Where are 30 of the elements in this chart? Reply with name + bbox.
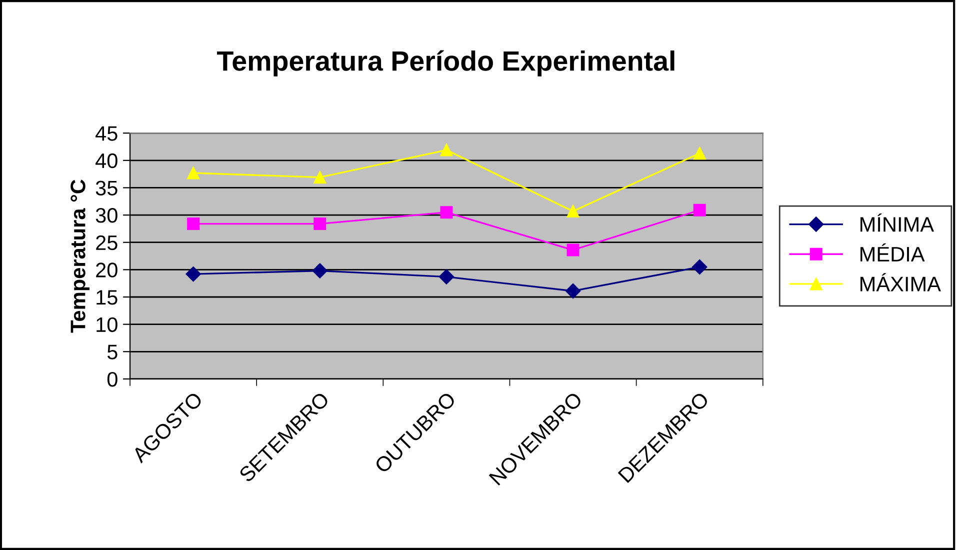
point — [186, 266, 201, 282]
point — [692, 259, 708, 275]
point — [693, 147, 706, 160]
point — [440, 206, 453, 219]
point — [314, 218, 326, 230]
y-tick-label: 35 — [96, 180, 118, 196]
legend-label: MÍNIMA — [860, 214, 934, 232]
chart-title: Temperatura Período Experimental — [217, 50, 674, 76]
point — [566, 204, 580, 218]
point — [438, 269, 454, 284]
point — [440, 144, 453, 156]
y-tick-label: 0 — [107, 372, 118, 387]
y-tick-label: 25 — [96, 235, 118, 250]
y-tick-label: 10 — [96, 317, 118, 332]
point — [312, 263, 328, 278]
point — [693, 204, 706, 216]
y-axis-title: Temperatura °C — [70, 180, 90, 333]
y-tick-label: 45 — [96, 126, 118, 141]
point — [566, 244, 580, 256]
y-tick-label: 40 — [96, 153, 118, 168]
point — [314, 171, 326, 184]
y-tick-label: 15 — [96, 290, 118, 305]
point — [565, 283, 581, 299]
legend-label: MÁXIMA — [860, 273, 941, 292]
point — [187, 218, 200, 230]
y-tick-label: 20 — [96, 262, 118, 278]
legend-label: MÉDIA — [860, 243, 925, 262]
point — [187, 166, 200, 180]
y-tick-label: 30 — [96, 208, 118, 223]
y-tick-label: 5 — [107, 344, 118, 360]
